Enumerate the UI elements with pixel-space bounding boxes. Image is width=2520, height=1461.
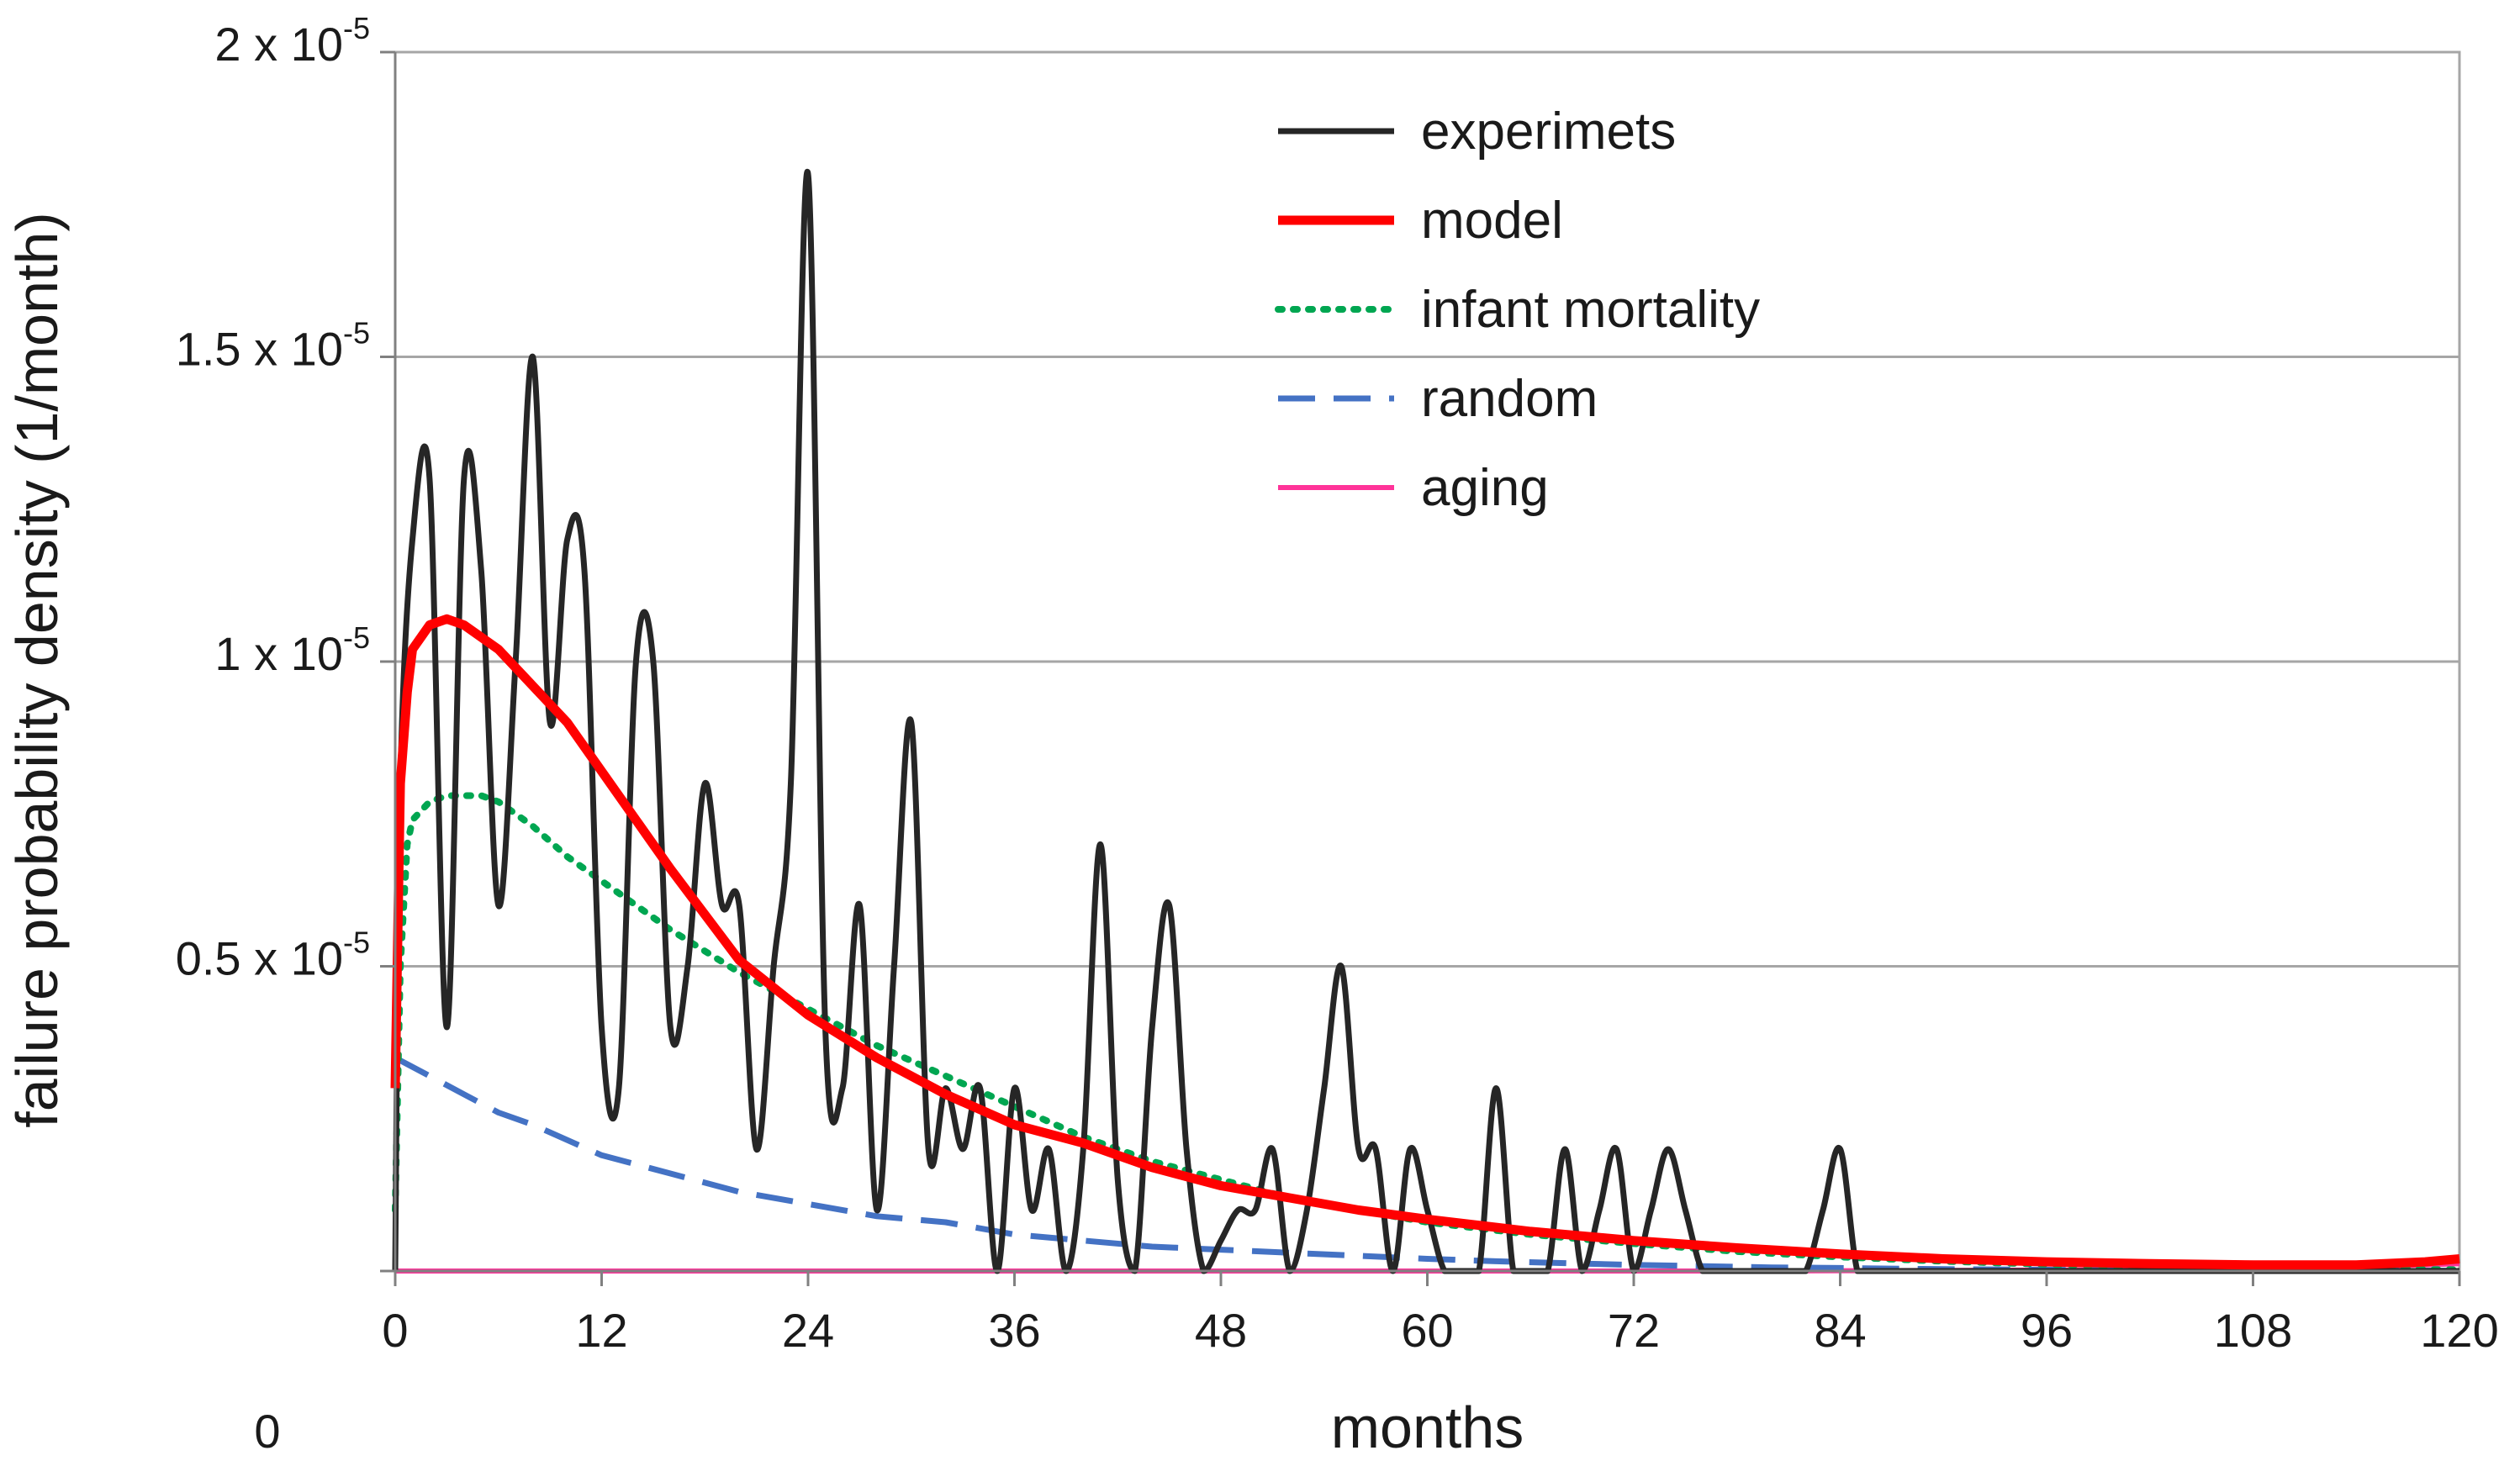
y-tick-label-2: 1 x 10-5 xyxy=(214,620,370,680)
legend-label-1: model xyxy=(1421,192,1563,250)
series-line-1 xyxy=(390,614,2460,1270)
legend-label-0: experimets xyxy=(1421,103,1676,161)
legend-label-2: infant mortality xyxy=(1421,281,1760,339)
legend-label-3: random xyxy=(1421,370,1598,428)
x-tick-label-3: 36 xyxy=(988,1304,1040,1357)
x-tick-label-6: 72 xyxy=(1608,1304,1660,1357)
y-tick-label-1: 0.5 x 10-5 xyxy=(176,926,370,985)
y-tick-label-4: 2 x 10-5 xyxy=(214,11,370,71)
x-tick-label-9: 108 xyxy=(2214,1304,2292,1357)
y-tick-label-0: 0 xyxy=(254,1405,280,1458)
x-tick-label-0: 0 xyxy=(382,1304,408,1357)
x-tick-label-7: 84 xyxy=(1814,1304,1866,1357)
tick-labels: 0 12 24 36 48 60 72 84 96 108 120 0 0.5 x 10-5 1 x 10… xyxy=(176,11,2499,1458)
x-tick-label-10: 120 xyxy=(2420,1304,2498,1357)
legend-label-4: aging xyxy=(1421,459,1549,517)
legend: experimets model infant mortality random agi… xyxy=(1275,103,1760,517)
x-tick-label-2: 24 xyxy=(782,1304,834,1357)
series-line-3 xyxy=(394,1055,2460,1274)
x-axis-title: months xyxy=(1331,1395,1524,1460)
x-tick-label-5: 60 xyxy=(1401,1304,1453,1357)
x-tick-label-8: 96 xyxy=(2021,1304,2073,1357)
x-tick-label-1: 12 xyxy=(575,1304,627,1357)
y-axis-title: failure probability density (1/month) xyxy=(4,212,70,1127)
x-tick-label-4: 48 xyxy=(1195,1304,1247,1357)
y-tick-label-3: 1.5 x 10-5 xyxy=(176,316,370,376)
axes xyxy=(380,50,2461,1286)
